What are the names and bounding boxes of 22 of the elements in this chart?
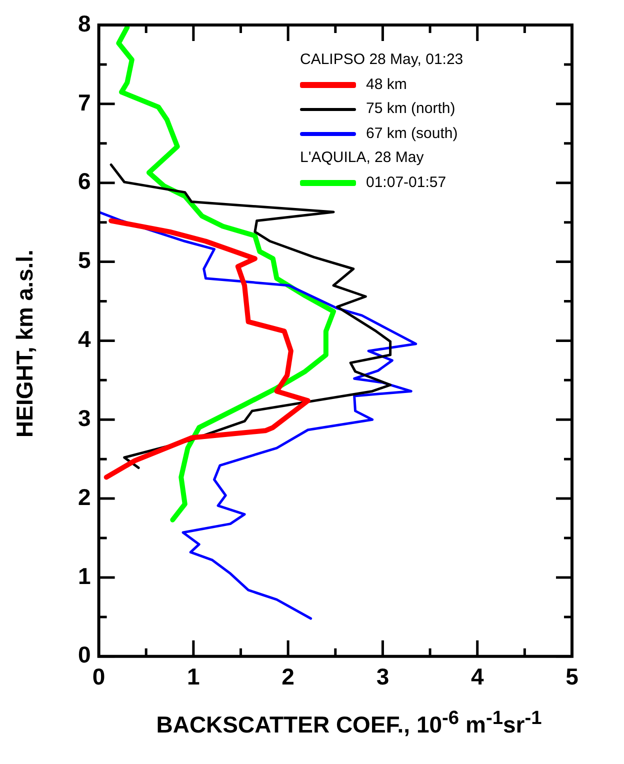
y-tick-label: 4 xyxy=(78,326,91,352)
y-tick-label: 7 xyxy=(78,89,91,116)
annotation: L'AQUILA, 28 May xyxy=(300,148,425,168)
x-tick-label: 3 xyxy=(376,664,390,690)
y-tick-label: 6 xyxy=(78,168,91,194)
y-tick-label: 0 xyxy=(78,642,91,668)
x-tick-label: 4 xyxy=(470,664,484,690)
x-tick-label: 5 xyxy=(566,664,579,690)
legend-title: CALIPSO 28 May, 01:23 xyxy=(300,50,464,70)
y-tick-label: 1 xyxy=(78,562,91,589)
y-tick-label: 3 xyxy=(78,404,91,431)
x-axis-title: BACKSCATTER COEF., 10$^{-6}$ m$^{-1}$sr$^{-1}$ xyxy=(155,708,543,739)
legend-label: 48 km xyxy=(366,74,407,94)
y-tick-label: 2 xyxy=(78,484,91,510)
x-tick-label: 1 xyxy=(187,664,200,690)
y-axis-title: HEIGHT, km a.s.l. xyxy=(12,248,38,440)
y-tick-label: 5 xyxy=(78,247,91,274)
x-tick-label: 2 xyxy=(282,664,294,690)
y-tick-label: 8 xyxy=(78,10,91,36)
legend-label: 75 km (north) xyxy=(366,99,456,119)
legend-label: 67 km (south) xyxy=(366,124,458,144)
legend-label: 01:07-01:57 xyxy=(366,172,446,192)
